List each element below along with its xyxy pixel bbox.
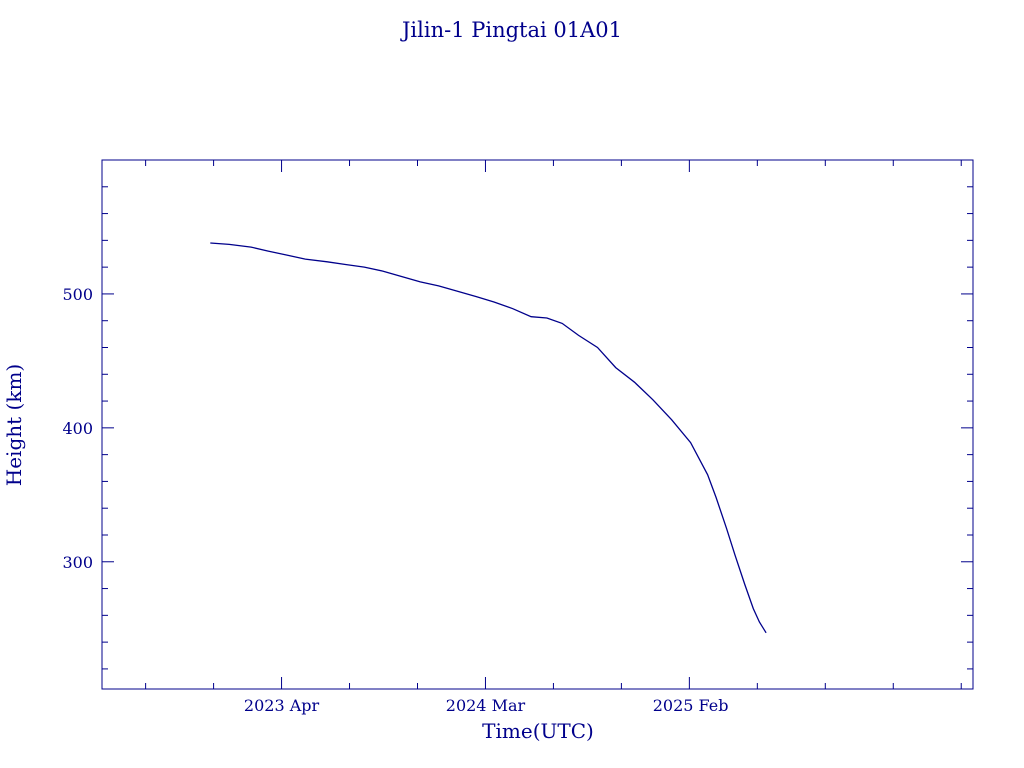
x-axis-tick-labels: 2023 Apr 2024 Mar 2025 Feb (244, 696, 729, 715)
y-axis-label: Height (km) (2, 364, 26, 486)
x-tick-label: 2024 Mar (446, 696, 526, 715)
y-axis-ticks (102, 186, 973, 670)
plot-frame (101, 159, 974, 690)
y-tick-label: 400 (62, 419, 93, 438)
x-tick-label: 2023 Apr (244, 696, 320, 715)
y-axis-tick-labels: 300 400 500 (62, 285, 93, 572)
y-tick-label: 500 (62, 285, 93, 304)
x-tick-label: 2025 Feb (653, 696, 729, 715)
y-tick-label: 300 (62, 553, 93, 572)
chart-title: Jilin-1 Pingtai 01A01 (400, 18, 622, 42)
series-line (210, 242, 767, 634)
x-axis-ticks (145, 160, 962, 689)
x-axis-label: Time(UTC) (482, 719, 594, 743)
